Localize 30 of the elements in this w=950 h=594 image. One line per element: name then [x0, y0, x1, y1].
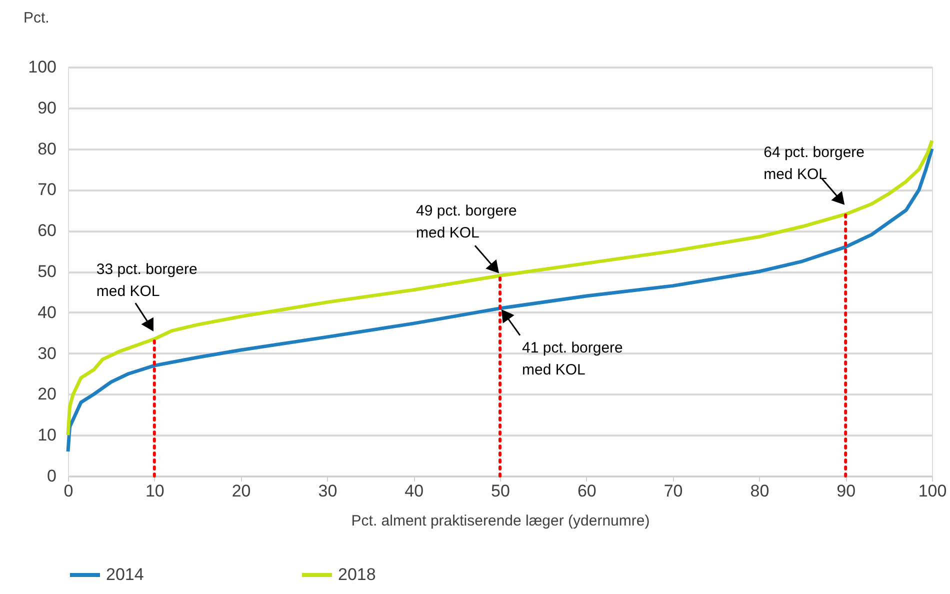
annotation: 41 pct. borgere med KOL — [522, 339, 623, 378]
annotation: 49 pct. borgere med KOL — [416, 202, 517, 242]
annotation: 64 pct. borgere med KOL — [764, 144, 865, 184]
y-tick-label: 50 — [38, 262, 56, 281]
y-tick-label: 80 — [38, 139, 56, 158]
x-tick-label: 80 — [750, 482, 770, 500]
legend-label: 2014 — [106, 565, 144, 584]
x-tick-label: 70 — [664, 482, 683, 500]
x-tick-label: 100 — [918, 482, 947, 500]
y-tick-label: 100 — [28, 58, 56, 76]
y-axis-title: Pct. — [24, 10, 50, 26]
annotation: 33 pct. borgere med KOL — [96, 261, 198, 300]
y-tick-label: 70 — [38, 180, 56, 200]
x-tick-label: 90 — [836, 482, 856, 500]
y-tick-label: 0 — [47, 466, 56, 486]
y-tick-label: 10 — [38, 426, 56, 445]
y-tick-label: 60 — [38, 221, 56, 240]
x-axis-title: Pct. alment praktiserende læger (ydernumre) — [351, 512, 650, 530]
y-tick-label: 30 — [38, 344, 56, 363]
x-tick-label: 30 — [318, 482, 338, 500]
y-tick-label: 40 — [38, 302, 56, 322]
x-tick-label: 40 — [404, 482, 424, 500]
x-tick-label: 10 — [145, 482, 164, 500]
y-tick-label: 20 — [38, 384, 56, 404]
y-tick-label: 90 — [38, 98, 56, 118]
x-tick-label: 0 — [64, 482, 74, 500]
x-tick-label: 20 — [232, 482, 251, 500]
x-tick-label: 60 — [577, 482, 596, 500]
x-tick-label: 50 — [491, 482, 510, 500]
legend-label: 2018 — [338, 565, 376, 584]
